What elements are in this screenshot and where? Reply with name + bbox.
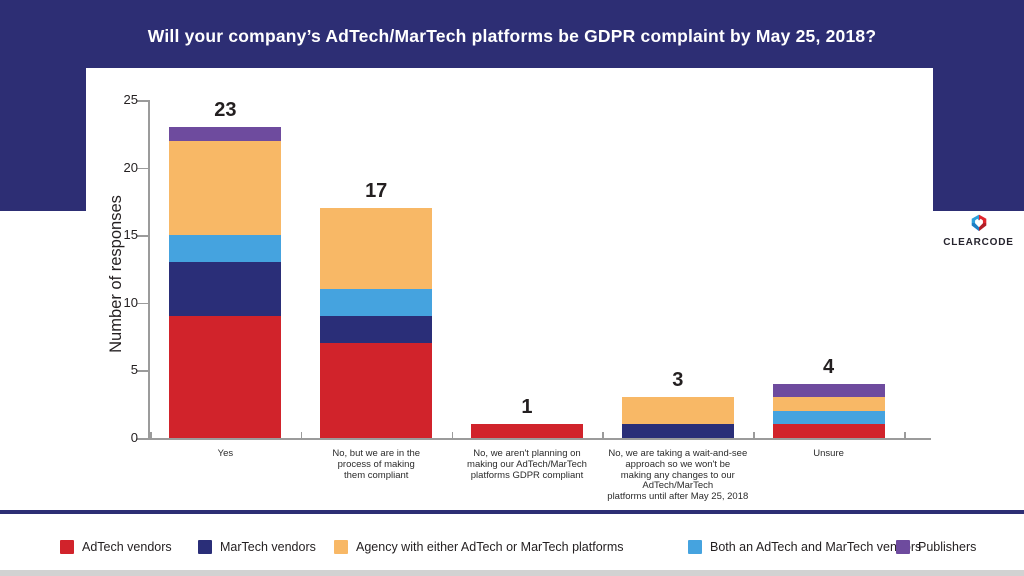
y-tick-mark	[137, 100, 148, 102]
legend-swatch-icon	[198, 540, 212, 554]
x-category-label: No, we are taking a wait-and-see approach…	[607, 448, 749, 503]
bar-segment	[772, 410, 885, 425]
y-tick-label: 5	[130, 362, 138, 378]
bar-segment	[169, 262, 282, 317]
y-tick-label: 15	[123, 227, 138, 243]
bar-segment	[169, 127, 282, 141]
bar-total-label: 3	[672, 369, 684, 392]
bar-total-label: 23	[214, 99, 237, 122]
bar-1	[169, 127, 282, 438]
divider-line	[0, 510, 1024, 514]
chart-title: Will your company’s AdTech/MarTech platf…	[147, 26, 877, 46]
bar-segment	[169, 235, 282, 263]
bar-segment	[169, 316, 282, 438]
bar-segment	[169, 140, 282, 236]
bar-4	[621, 397, 734, 438]
legend-label: Agency with either AdTech or MarTech pla…	[356, 540, 624, 554]
bar-5	[772, 383, 885, 438]
x-tick-mark	[451, 432, 454, 438]
y-tick-label: 10	[123, 294, 138, 310]
clearcode-heart-icon	[971, 214, 986, 232]
legend-swatch-icon	[896, 540, 910, 554]
bar-segment	[471, 424, 583, 438]
legend-item-3: Agency with either AdTech or MarTech pla…	[334, 539, 623, 555]
y-axis-line	[148, 100, 150, 438]
footer-strip	[0, 570, 1024, 576]
legend-swatch-icon	[334, 540, 348, 554]
legend-swatch-icon	[688, 540, 702, 554]
bar-segment	[621, 424, 734, 438]
y-tick-mark	[137, 302, 148, 305]
legend-label: Both an AdTech and MarTech vendors	[710, 540, 922, 554]
bar-segment	[320, 343, 433, 438]
y-tick-mark	[137, 370, 148, 372]
x-category-label: No, but we are in the process of making th…	[332, 448, 421, 481]
x-axis-line	[148, 438, 931, 440]
bar-3	[471, 424, 583, 438]
legend-item-4: Both an AdTech and MarTech vendors	[688, 539, 921, 555]
x-category-label: Unsure	[813, 448, 844, 459]
bar-total-label: 1	[521, 396, 533, 419]
y-tick-label: 25	[123, 92, 138, 107]
legend-label: AdTech vendors	[82, 540, 172, 554]
bar-segment	[772, 424, 885, 438]
bar-total-label: 4	[823, 355, 835, 378]
bar-segment	[772, 383, 885, 398]
x-tick-mark	[150, 432, 152, 438]
y-tick-label: 20	[123, 159, 138, 175]
x-tick-mark	[602, 432, 604, 438]
legend-item-5: Publishers	[896, 539, 976, 555]
bar-segment	[320, 208, 433, 290]
y-tick-mark	[137, 438, 148, 440]
chart-card: Number of responses 0 5 10 15 20 25 23 Yes 17 No,…	[86, 68, 933, 512]
y-tick-mark	[137, 167, 148, 170]
x-tick-mark	[300, 432, 303, 438]
y-tick-label: 0	[130, 430, 138, 445]
clearcode-logo: CLEARCODE	[933, 214, 1024, 248]
bar-segment	[320, 316, 433, 344]
y-axis-title: Number of responses	[107, 195, 125, 353]
chart-legend: AdTech vendors MarTech vendors Agency with…	[0, 539, 1024, 555]
x-category-label: Yes	[217, 448, 234, 459]
bar-segment	[621, 397, 734, 425]
legend-item-2: MarTech vendors	[198, 539, 316, 555]
legend-swatch-icon	[60, 540, 74, 554]
bar-segment	[772, 397, 885, 411]
x-category-label: No, we aren't planning on making our AdTe…	[467, 448, 587, 481]
clearcode-wordmark: CLEARCODE	[943, 237, 1014, 248]
x-tick-mark	[753, 432, 755, 438]
bar-2	[320, 208, 433, 438]
y-tick-mark	[137, 235, 148, 237]
legend-label: Publishers	[918, 540, 977, 554]
x-tick-mark	[904, 432, 906, 438]
bar-total-label: 17	[365, 180, 388, 203]
legend-label: MarTech vendors	[220, 540, 316, 554]
legend-item-1: AdTech vendors	[60, 539, 172, 555]
bar-segment	[320, 289, 433, 317]
